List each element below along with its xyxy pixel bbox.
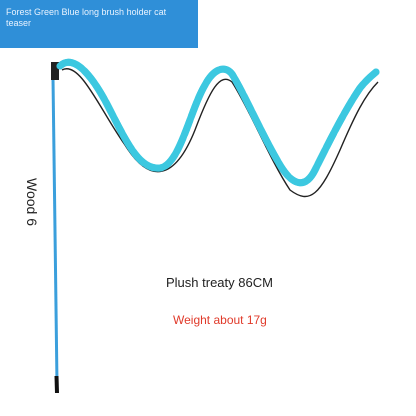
wand-handle (54, 375, 59, 394)
plush-strip (56, 62, 380, 182)
strip-yellow (60, 62, 376, 182)
weight-label: Weight about 17g (173, 313, 267, 327)
wand-connector (51, 62, 59, 80)
wand-stick (51, 77, 59, 385)
strip-orange (60, 62, 376, 182)
strip-green (60, 62, 376, 182)
length-label: Plush treaty 86CM (166, 275, 273, 290)
title-banner: Forest Green Blue long brush holder cat … (0, 0, 198, 48)
stick-label: Wood 6 (24, 178, 40, 226)
